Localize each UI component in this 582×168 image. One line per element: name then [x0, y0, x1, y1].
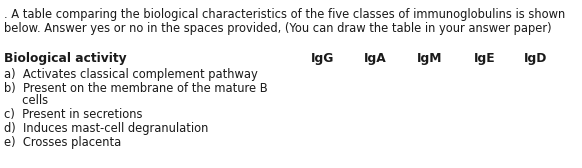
Text: . A table comparing the biological characteristics of the five classes of immuno: . A table comparing the biological chara…	[4, 8, 565, 21]
Text: cells: cells	[4, 94, 48, 107]
Text: a)  Activates classical complement pathway: a) Activates classical complement pathwa…	[4, 68, 258, 81]
Text: b)  Present on the membrane of the mature B: b) Present on the membrane of the mature…	[4, 82, 268, 95]
Text: below. Answer yes or no in the spaces provided, (You can draw the table in your : below. Answer yes or no in the spaces pr…	[4, 22, 552, 35]
Text: e)  Crosses placenta: e) Crosses placenta	[4, 136, 121, 149]
Text: d)  Induces mast-cell degranulation: d) Induces mast-cell degranulation	[4, 122, 208, 135]
Text: IgA: IgA	[364, 52, 387, 65]
Text: IgE: IgE	[473, 52, 495, 65]
Text: Biological activity: Biological activity	[4, 52, 127, 65]
Text: IgG: IgG	[311, 52, 335, 65]
Text: c)  Present in secretions: c) Present in secretions	[4, 108, 143, 121]
Text: IgD: IgD	[524, 52, 547, 65]
Text: IgM: IgM	[417, 52, 442, 65]
